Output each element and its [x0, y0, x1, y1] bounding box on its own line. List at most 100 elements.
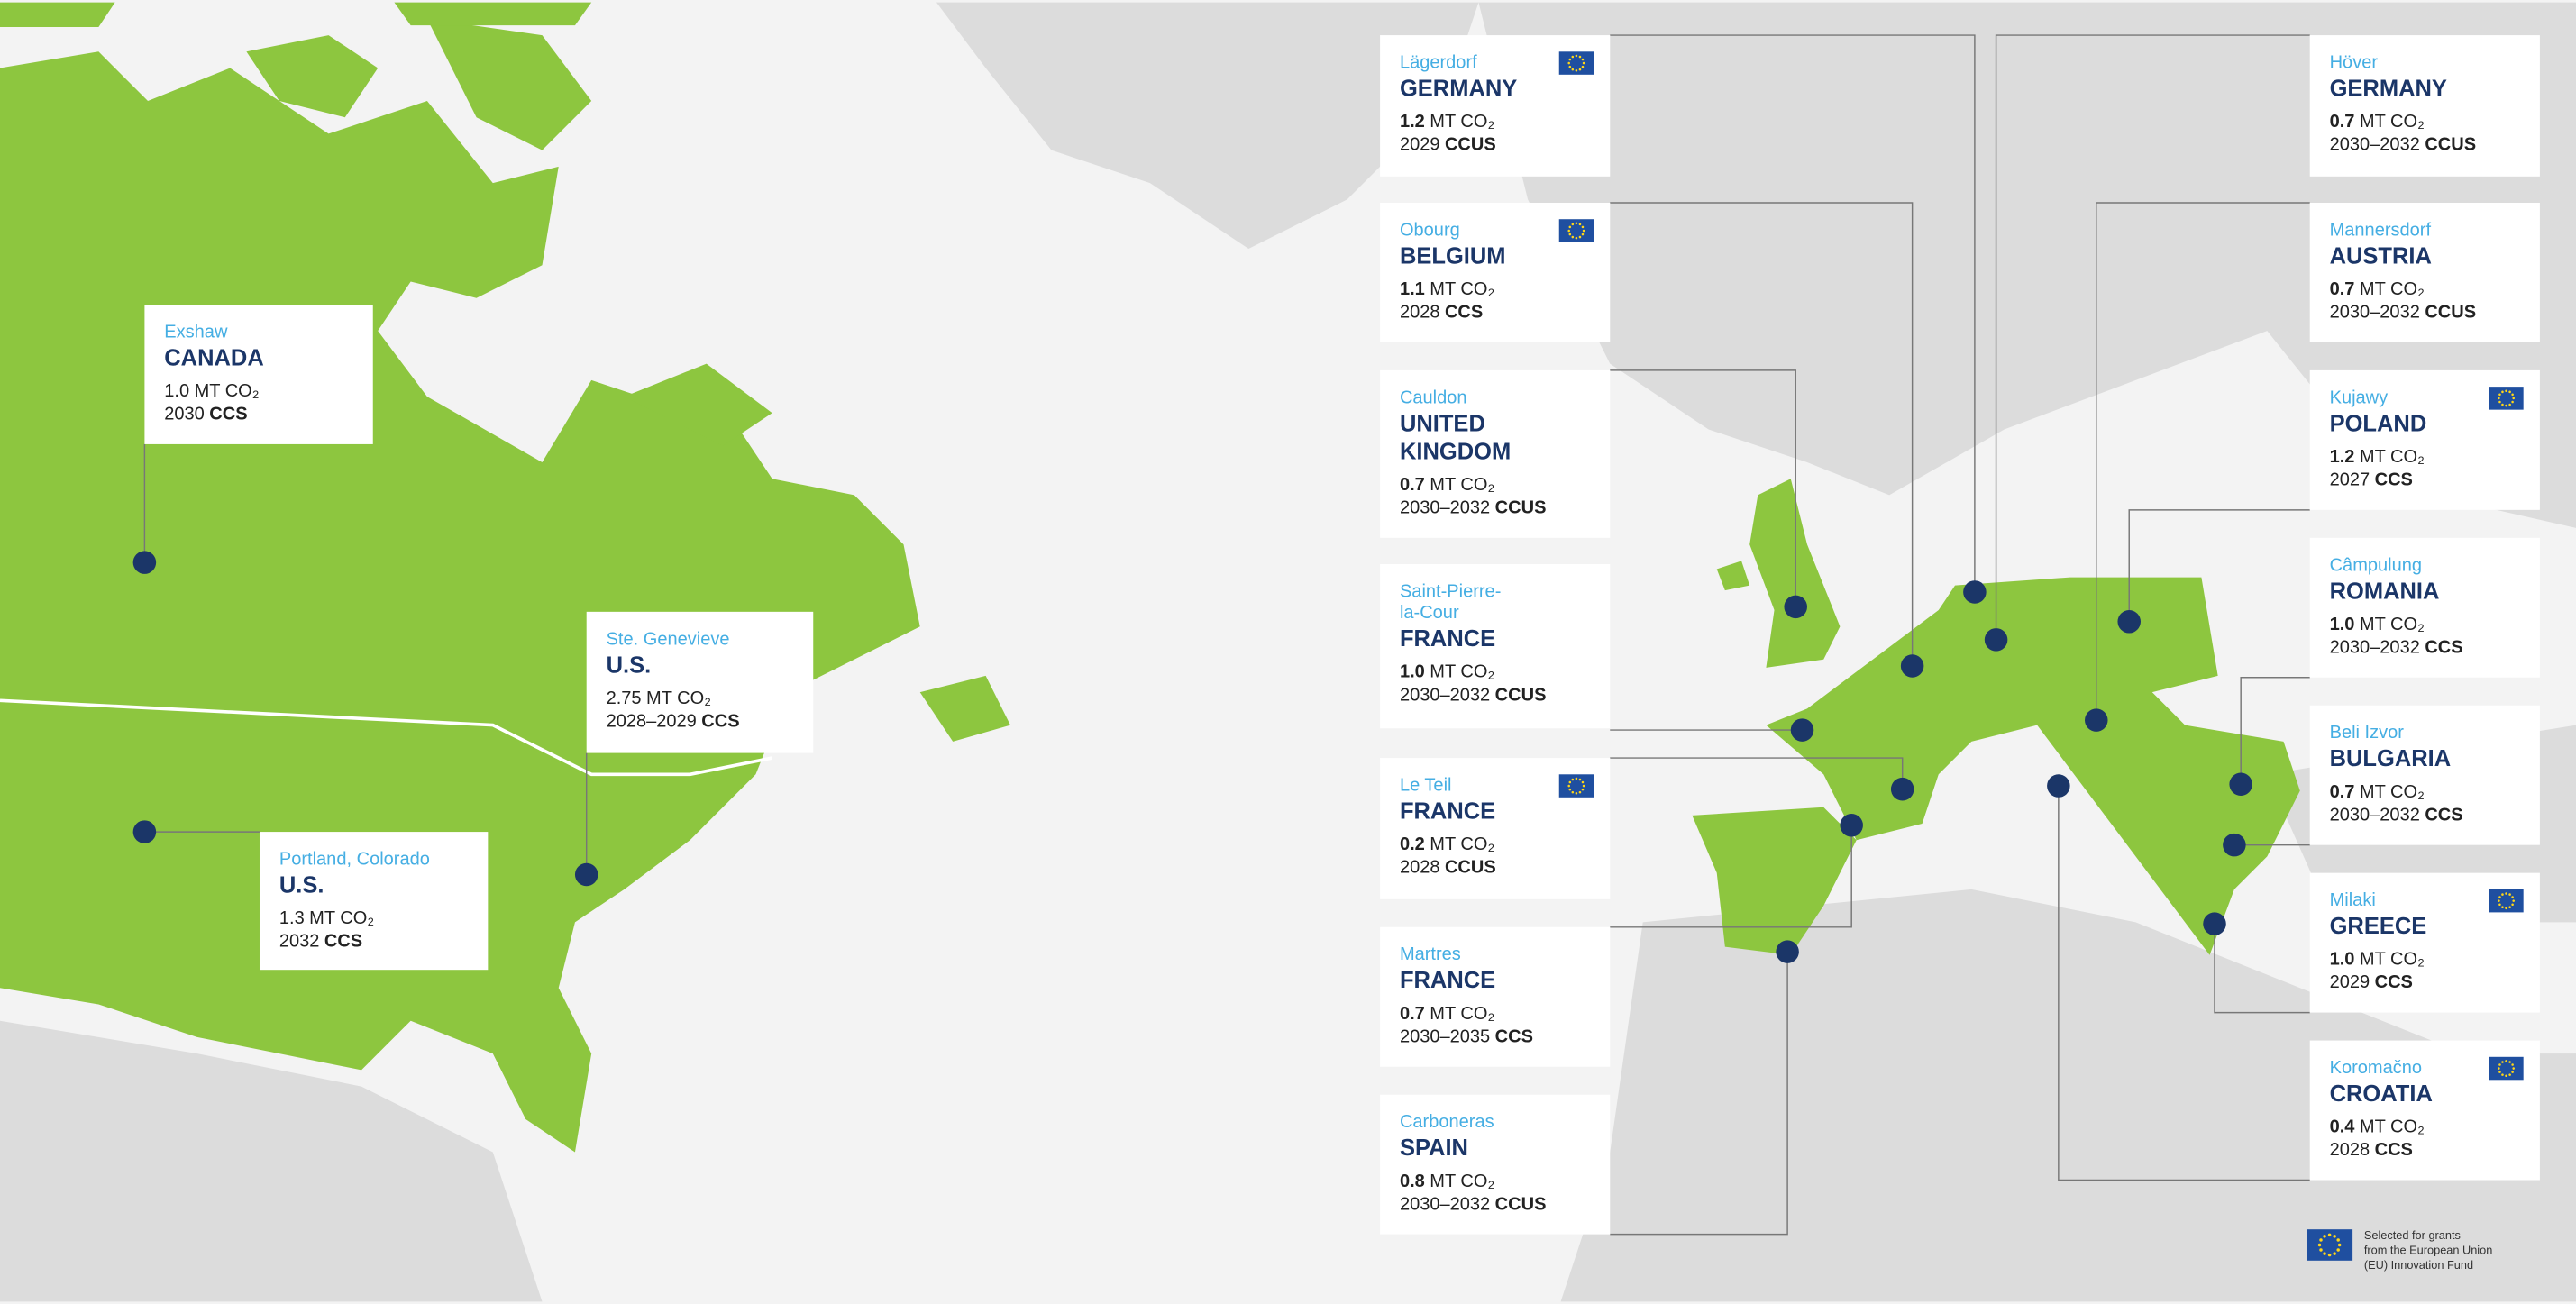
- eu-star: [2498, 393, 2501, 397]
- site-dot: [1840, 814, 1863, 837]
- capacity: 0.4 MT CO₂: [2330, 1117, 2425, 1137]
- unit: MT CO₂: [2360, 615, 2425, 634]
- amount: 0.4: [2330, 1117, 2356, 1137]
- technology: CCS: [2375, 972, 2413, 992]
- site-dot: [1790, 718, 1814, 742]
- eu-star: [2501, 906, 2504, 908]
- site-name: Beli Izvor: [2330, 723, 2405, 743]
- amount: 0.7: [1400, 1004, 1425, 1024]
- capacity: 0.2 MT CO₂: [1400, 834, 1494, 854]
- site-card: Obourg BELGIUM 1.1 MT CO₂ 2028 CCS: [1380, 202, 1611, 342]
- eu-star: [2505, 907, 2507, 910]
- country: BULGARIA: [2330, 746, 2452, 771]
- eu-star: [2511, 896, 2514, 898]
- country: U.S.: [279, 873, 324, 898]
- leader-line: [2214, 924, 2310, 1014]
- eu-star: [1575, 777, 1578, 780]
- country: UNITED: [1400, 411, 1485, 436]
- unit: MT CO₂: [2360, 1117, 2425, 1137]
- eu-star: [1567, 784, 1570, 788]
- years: 2030–2035: [1400, 1026, 1490, 1046]
- amount: 1.2: [2330, 447, 2355, 467]
- years: 2028–2029: [607, 711, 697, 731]
- site-dots: [132, 551, 2252, 963]
- eu-star: [1582, 61, 1585, 65]
- amount: 1.0: [1400, 662, 1425, 682]
- country: SPAIN: [1400, 1135, 1468, 1161]
- site-name: Milaki: [2330, 890, 2376, 910]
- eu-star: [1568, 788, 1572, 791]
- amount: 0.7: [1400, 475, 1425, 495]
- timeline: 2029 CCUS: [1400, 135, 1496, 155]
- amount: 0.7: [2330, 112, 2355, 132]
- site-name: Exshaw: [164, 322, 228, 342]
- technology: CCUS: [2425, 303, 2476, 323]
- capacity: 1.0 MT CO₂: [2330, 950, 2425, 970]
- eu-star: [1568, 225, 1572, 229]
- eu-star: [2512, 899, 2515, 902]
- site-dot: [1900, 654, 1924, 678]
- site-name: Lägerdorf: [1400, 53, 1477, 73]
- eu-star: [1568, 65, 1572, 68]
- card-box: [2309, 202, 2540, 342]
- eu-star: [1567, 229, 1570, 233]
- years: 2030–2032: [1400, 497, 1490, 517]
- years: 2028: [2330, 1140, 2370, 1160]
- unit: MT CO₂: [2360, 782, 2425, 802]
- eu-star: [2508, 906, 2511, 908]
- technology: CCS: [1495, 1026, 1533, 1046]
- eu-star: [2336, 1248, 2340, 1252]
- card-box: [2309, 705, 2540, 845]
- eu-star: [2319, 1238, 2323, 1242]
- site-card: Ste. Genevieve U.S. 2.75 MT CO₂ 2028–2029 CCS: [586, 611, 814, 753]
- eu-star: [2501, 390, 2504, 394]
- capacity: 1.2 MT CO₂: [1400, 112, 1494, 132]
- unit: MT CO₂: [2360, 112, 2425, 132]
- site-card: Portland, Colorado U.S. 1.3 MT CO₂ 2032 CCS: [259, 832, 489, 971]
- legend: Selected for grants from the European Uni…: [2307, 1228, 2492, 1272]
- technology: CCS: [2375, 1140, 2413, 1160]
- card-box: [1380, 1094, 1611, 1235]
- country: GERMANY: [1400, 77, 1517, 102]
- site-name: Martres: [1400, 944, 1461, 964]
- eu-star: [1581, 225, 1585, 229]
- unit: MT CO₂: [309, 908, 374, 928]
- eu-star: [1578, 778, 1582, 781]
- eu-star: [1581, 58, 1585, 61]
- eu-star: [2498, 903, 2501, 906]
- card-box: [1380, 926, 1611, 1067]
- site-name: Ste. Genevieve: [607, 629, 730, 649]
- unit: MT CO₂: [2360, 447, 2425, 467]
- site-dot: [2085, 708, 2108, 732]
- capacity: 2.75 MT CO₂: [607, 688, 711, 708]
- site-dot: [2203, 912, 2226, 935]
- eu-star: [2498, 400, 2501, 404]
- country: CANADA: [164, 345, 263, 370]
- site-name: Mannersdorf: [2330, 220, 2432, 240]
- country: FRANCE: [1400, 799, 1495, 825]
- site-card: Exshaw CANADA 1.0 MT CO₂ 2030 CCS: [144, 304, 373, 444]
- site-dot: [1784, 595, 1807, 619]
- technology: CCS: [209, 405, 247, 424]
- card-box: [1380, 563, 1611, 729]
- timeline: 2030–2032 CCUS: [1400, 1194, 1546, 1214]
- eu-star: [1581, 780, 1585, 784]
- country: ROMANIA: [2330, 579, 2440, 604]
- eu-star: [1575, 68, 1578, 72]
- eu-star: [2336, 1238, 2340, 1242]
- unit: MT CO₂: [2360, 279, 2425, 299]
- eu-star: [1582, 229, 1585, 233]
- eu-star: [1582, 784, 1585, 788]
- eu-star: [1578, 790, 1582, 794]
- capacity: 0.8 MT CO₂: [1400, 1172, 1494, 1191]
- technology: CCUS: [2425, 135, 2476, 155]
- site-name: Carboneras: [1400, 1112, 1494, 1132]
- eu-star: [1581, 65, 1585, 68]
- amount: 1.0: [2330, 615, 2355, 634]
- site-dot: [2047, 774, 2070, 798]
- eu-star: [2319, 1248, 2323, 1252]
- eu-star: [1571, 68, 1575, 71]
- country: AUSTRIA: [2330, 243, 2432, 269]
